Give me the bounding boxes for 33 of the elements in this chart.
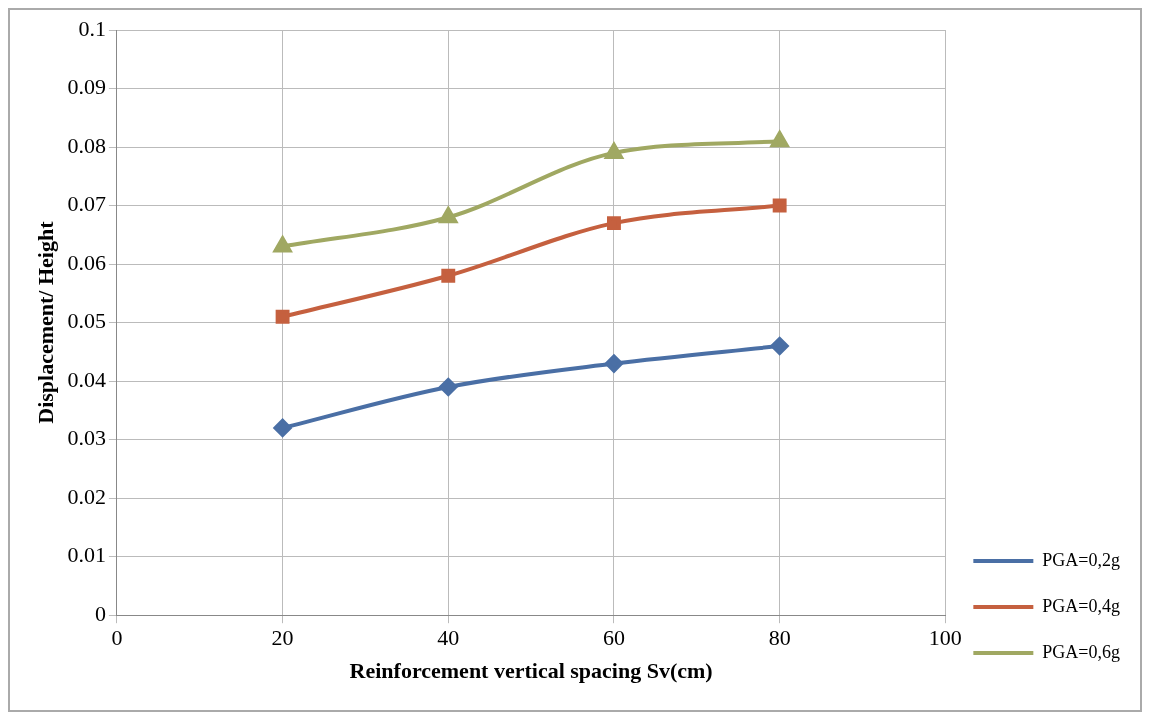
y-tick-label: 0.08 xyxy=(67,132,106,158)
x-tick-label: 20 xyxy=(271,625,294,651)
point xyxy=(770,337,789,356)
x-tick-label: 80 xyxy=(768,625,791,651)
legend-label: PGA=0,6g xyxy=(1042,641,1121,662)
y-tick-label: 0 xyxy=(94,600,106,626)
y-tick-label: 0.07 xyxy=(67,191,106,217)
y-tick-label: 0.05 xyxy=(67,308,106,334)
y-tick-label: 0.06 xyxy=(67,249,106,275)
point xyxy=(439,377,458,396)
x-tick-label: 0 xyxy=(111,625,123,651)
point xyxy=(605,142,623,159)
x-tick-label: 40 xyxy=(437,625,460,651)
y-tick-label: 0.03 xyxy=(67,425,106,451)
y-tick-label: 0.04 xyxy=(67,366,106,392)
point xyxy=(604,354,623,373)
legend-label: PGA=0,4g xyxy=(1042,595,1121,616)
y-axis-title: Displacement/ Height xyxy=(32,220,58,424)
x-axis-title: Reinforcement vertical spacing Sv(cm) xyxy=(349,658,713,684)
point xyxy=(441,268,456,283)
y-tick-label: 0.09 xyxy=(67,74,106,100)
point xyxy=(439,207,458,224)
y-tick-label: 0.02 xyxy=(67,483,106,509)
point xyxy=(273,418,292,437)
point xyxy=(607,216,621,231)
x-tick-label: 60 xyxy=(602,625,625,651)
y-tick-label: 0.01 xyxy=(67,542,106,568)
point xyxy=(275,309,290,324)
point xyxy=(770,131,789,148)
point xyxy=(772,198,787,213)
y-tick-label: 0.1 xyxy=(78,15,106,41)
legend-label: PGA=0,2g xyxy=(1042,549,1121,570)
x-tick-label: 100 xyxy=(928,625,962,651)
